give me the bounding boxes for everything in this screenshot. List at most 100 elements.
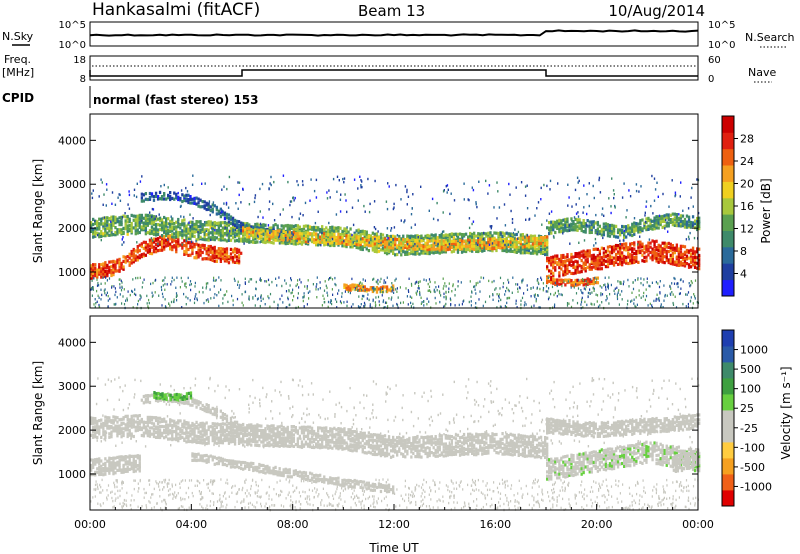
- heatmap-cell: [165, 217, 168, 221]
- heatmap-cell: [211, 258, 214, 262]
- heatmap-cell: [683, 259, 687, 263]
- heatmap-cell: [138, 223, 141, 227]
- heatmap-cell: [207, 207, 210, 211]
- heatmap-cell: [235, 219, 239, 223]
- heatmap-cell: [282, 241, 285, 245]
- heatmap-cell: [217, 221, 221, 225]
- heatmap-cell: [439, 291, 441, 295]
- heatmap-cell: [100, 222, 103, 226]
- heatmap-cell: [132, 278, 134, 281]
- heatmap-cell: [270, 232, 273, 236]
- heatmap-cell: [92, 427, 95, 432]
- heatmap-cell: [597, 305, 600, 308]
- heatmap-cell: [181, 246, 184, 250]
- heatmap-cell: [120, 468, 123, 472]
- heatmap-cell: [124, 257, 127, 262]
- heatmap-cell: [344, 290, 346, 293]
- heatmap-cell: [175, 225, 178, 229]
- heatmap-cell: [533, 247, 537, 251]
- heatmap-cell: [442, 250, 445, 254]
- heatmap-cell: [418, 239, 421, 243]
- heatmap-cell: [114, 418, 117, 422]
- heatmap-cell: [298, 230, 302, 234]
- heatmap-cell: [215, 228, 219, 233]
- heatmap-cell: [252, 296, 254, 299]
- heatmap-cell: [632, 287, 635, 291]
- heatmap-cell: [167, 193, 170, 197]
- heatmap-cell: [360, 184, 362, 187]
- heatmap-cell: [110, 273, 113, 278]
- heatmap-cell: [116, 468, 119, 472]
- heatmap-cell: [96, 220, 99, 224]
- heatmap-cell: [181, 236, 184, 240]
- heatmap-cell: [407, 243, 409, 246]
- heatmap-cell: [116, 432, 119, 436]
- heatmap-cell: [544, 242, 547, 246]
- heatmap-cell: [118, 257, 121, 261]
- heatmap-cell: [173, 244, 176, 248]
- heatmap-cell: [290, 224, 293, 228]
- heatmap-cell: [91, 279, 93, 282]
- heatmap-cell: [105, 204, 107, 207]
- heatmap-cell: [104, 469, 107, 473]
- heatmap-cell: [550, 225, 553, 229]
- heatmap-cell: [323, 297, 325, 300]
- heatmap-cell: [120, 215, 123, 219]
- heatmap-cell: [606, 257, 610, 261]
- heatmap-cell: [509, 237, 512, 241]
- heatmap-cell: [207, 282, 209, 285]
- heatmap-cell: [256, 230, 259, 234]
- heatmap-cell: [643, 247, 646, 251]
- heatmap-cell: [550, 228, 553, 232]
- heatmap-cell: [661, 248, 664, 253]
- heatmap-cell: [430, 237, 433, 241]
- heatmap-cell: [612, 234, 616, 238]
- heatmap-cell: [264, 223, 267, 227]
- heatmap-cell: [625, 227, 628, 231]
- heatmap-cell: [217, 226, 221, 230]
- heatmap-cell: [384, 301, 387, 304]
- heatmap-cell: [517, 245, 520, 249]
- heatmap-cell: [323, 232, 326, 236]
- heatmap-cell: [92, 286, 94, 289]
- heatmap-cell: [363, 230, 366, 234]
- heatmap-cell: [610, 232, 614, 236]
- heatmap-cell: [461, 303, 463, 306]
- heatmap-cell: [365, 235, 368, 239]
- heatmap-cell: [240, 221, 243, 225]
- heatmap-cell: [511, 234, 514, 239]
- heatmap-cell: [470, 300, 472, 303]
- heatmap-cell: [685, 248, 689, 253]
- heatmap-cell: [495, 241, 498, 245]
- heatmap-cell: [136, 214, 139, 218]
- heatmap-cell: [197, 228, 200, 232]
- heatmap-cell: [423, 300, 425, 303]
- heatmap-cell: [308, 227, 312, 231]
- power-cells: [90, 174, 701, 310]
- heatmap-cell: [608, 197, 610, 200]
- heatmap-cell: [693, 258, 697, 262]
- heatmap-cell: [289, 203, 291, 207]
- heatmap-cell: [92, 222, 95, 227]
- heatmap-cell: [667, 245, 670, 249]
- heatmap-cell: [629, 247, 632, 251]
- heatmap-cell: [524, 185, 527, 188]
- heatmap-cell: [140, 242, 144, 246]
- heatmap-cell: [604, 222, 608, 226]
- heatmap-cell: [661, 214, 664, 219]
- heatmap-cell: [515, 186, 517, 189]
- heatmap-cell: [511, 241, 514, 245]
- heatmap-cell: [377, 239, 381, 243]
- heatmap-cell: [477, 249, 480, 254]
- heatmap-cell: [509, 242, 512, 246]
- heatmap-cell: [669, 253, 672, 257]
- heatmap-cell: [489, 231, 492, 235]
- heatmap-cell: [351, 245, 354, 249]
- heatmap-cell: [342, 230, 344, 234]
- heatmap-cell: [187, 253, 190, 257]
- heatmap-cell: [696, 178, 698, 181]
- heatmap-cell: [554, 268, 557, 272]
- heatmap-cell: [341, 244, 344, 248]
- heatmap-cell: [608, 256, 612, 260]
- heatmap-cell: [503, 245, 506, 249]
